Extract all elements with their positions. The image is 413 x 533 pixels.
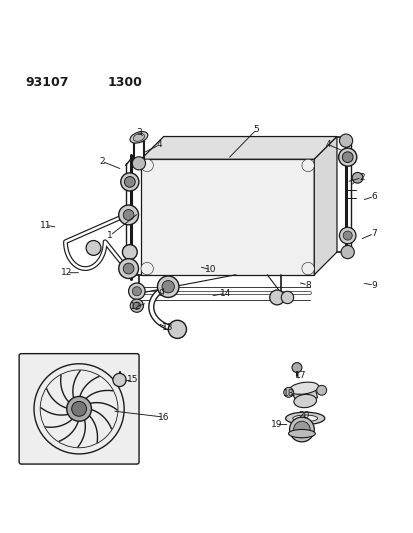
Text: 6: 6: [370, 192, 376, 201]
Text: 20: 20: [297, 411, 309, 421]
Text: 1: 1: [107, 231, 113, 240]
Text: 13: 13: [161, 323, 173, 332]
Circle shape: [340, 246, 354, 259]
Text: 4: 4: [325, 140, 331, 149]
FancyBboxPatch shape: [19, 353, 139, 464]
Circle shape: [113, 373, 126, 386]
Circle shape: [168, 320, 186, 338]
Text: 2: 2: [99, 157, 104, 166]
Circle shape: [121, 173, 139, 191]
Circle shape: [141, 262, 153, 274]
Ellipse shape: [293, 394, 316, 408]
Circle shape: [283, 387, 293, 397]
Text: 2: 2: [358, 173, 364, 182]
Text: 18: 18: [282, 389, 294, 398]
Circle shape: [124, 176, 135, 187]
Circle shape: [123, 209, 134, 220]
Circle shape: [269, 290, 284, 305]
Circle shape: [119, 205, 138, 225]
Polygon shape: [141, 136, 336, 159]
Circle shape: [339, 227, 355, 244]
Text: 16: 16: [157, 413, 169, 422]
Text: 19: 19: [270, 420, 281, 429]
Ellipse shape: [292, 415, 317, 422]
Text: 10: 10: [205, 265, 216, 274]
Text: 17: 17: [294, 372, 306, 381]
Ellipse shape: [285, 412, 324, 424]
Ellipse shape: [289, 382, 318, 394]
Circle shape: [291, 362, 301, 373]
Circle shape: [351, 172, 362, 183]
Circle shape: [338, 148, 356, 166]
Circle shape: [280, 291, 293, 304]
Text: 93107: 93107: [25, 76, 69, 89]
Circle shape: [133, 302, 140, 310]
Circle shape: [293, 421, 309, 438]
Circle shape: [130, 299, 143, 312]
Text: 3: 3: [136, 128, 141, 137]
Circle shape: [119, 259, 138, 278]
Circle shape: [86, 240, 101, 255]
Text: 5: 5: [253, 125, 259, 134]
Circle shape: [316, 385, 326, 395]
Circle shape: [128, 283, 145, 300]
Text: 12: 12: [130, 302, 141, 311]
Circle shape: [141, 159, 153, 172]
Ellipse shape: [130, 132, 147, 143]
Circle shape: [123, 263, 134, 274]
Text: 1300: 1300: [108, 76, 142, 89]
Circle shape: [301, 262, 313, 274]
Ellipse shape: [133, 133, 144, 141]
Text: 4: 4: [157, 140, 162, 149]
Circle shape: [289, 417, 313, 442]
Polygon shape: [289, 385, 317, 403]
Circle shape: [339, 134, 352, 147]
Text: 8: 8: [304, 280, 310, 289]
Circle shape: [342, 152, 352, 163]
Polygon shape: [313, 136, 336, 274]
Text: 9: 9: [158, 289, 164, 298]
Text: 7: 7: [370, 229, 376, 238]
Circle shape: [122, 245, 137, 260]
Circle shape: [157, 276, 178, 297]
Ellipse shape: [288, 430, 315, 438]
Text: 12: 12: [61, 268, 72, 277]
Circle shape: [132, 157, 145, 170]
Text: 15: 15: [127, 375, 138, 384]
Circle shape: [71, 401, 86, 416]
Text: 11: 11: [39, 221, 51, 230]
Circle shape: [161, 280, 174, 293]
Circle shape: [132, 287, 141, 296]
Polygon shape: [141, 159, 313, 274]
Text: 9: 9: [370, 280, 376, 289]
Circle shape: [66, 397, 91, 421]
Circle shape: [301, 159, 313, 172]
Text: 14: 14: [219, 289, 231, 298]
Circle shape: [342, 231, 351, 240]
